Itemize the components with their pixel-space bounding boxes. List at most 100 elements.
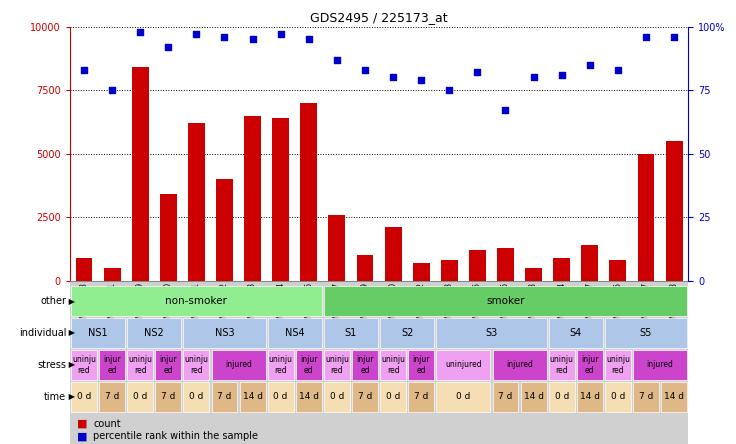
- Text: 14 d: 14 d: [580, 392, 600, 401]
- Point: [443, 87, 455, 94]
- Text: 0 d: 0 d: [77, 392, 91, 401]
- Bar: [324, 350, 350, 380]
- Text: NS1: NS1: [88, 328, 108, 338]
- Text: injur
ed: injur ed: [103, 355, 121, 375]
- Text: NS3: NS3: [215, 328, 234, 338]
- Bar: [441, 260, 458, 281]
- Point: [387, 74, 399, 81]
- Bar: [436, 318, 547, 348]
- Bar: [155, 382, 181, 412]
- Bar: [497, 248, 514, 281]
- Text: 0 d: 0 d: [554, 392, 569, 401]
- Text: injur
ed: injur ed: [356, 355, 374, 375]
- Bar: [381, 350, 406, 380]
- Text: injur
ed: injur ed: [300, 355, 317, 375]
- Bar: [99, 350, 125, 380]
- Bar: [408, 382, 434, 412]
- Text: S5: S5: [640, 328, 652, 338]
- Bar: [132, 67, 149, 281]
- Bar: [413, 263, 430, 281]
- Bar: [381, 318, 434, 348]
- Bar: [183, 382, 209, 412]
- Text: S2: S2: [401, 328, 414, 338]
- Text: uninju
red: uninju red: [72, 355, 96, 375]
- Bar: [605, 318, 687, 348]
- Bar: [553, 258, 570, 281]
- Bar: [211, 382, 238, 412]
- Bar: [661, 382, 687, 412]
- Text: 7 d: 7 d: [358, 392, 372, 401]
- Title: GDS2495 / 225173_at: GDS2495 / 225173_at: [311, 11, 447, 24]
- Bar: [71, 382, 97, 412]
- Text: 7 d: 7 d: [161, 392, 175, 401]
- Bar: [469, 250, 486, 281]
- Bar: [633, 350, 687, 380]
- Bar: [104, 268, 121, 281]
- Text: S1: S1: [344, 328, 357, 338]
- Bar: [70, 281, 688, 444]
- Bar: [408, 350, 434, 380]
- Bar: [385, 227, 402, 281]
- Text: injur
ed: injur ed: [581, 355, 598, 375]
- Point: [191, 31, 202, 38]
- Bar: [352, 382, 378, 412]
- Bar: [268, 318, 322, 348]
- Bar: [492, 350, 547, 380]
- Point: [556, 71, 567, 79]
- Bar: [381, 382, 406, 412]
- Point: [275, 31, 286, 38]
- Bar: [581, 245, 598, 281]
- Text: 14 d: 14 d: [299, 392, 319, 401]
- Bar: [244, 115, 261, 281]
- Bar: [188, 123, 205, 281]
- Text: ▶: ▶: [66, 329, 75, 337]
- Bar: [549, 350, 575, 380]
- Text: count: count: [93, 419, 121, 429]
- Text: uninju
red: uninju red: [185, 355, 208, 375]
- Bar: [71, 350, 97, 380]
- Text: 7 d: 7 d: [498, 392, 513, 401]
- Point: [668, 33, 680, 40]
- Text: injur
ed: injur ed: [160, 355, 177, 375]
- Bar: [324, 286, 687, 316]
- Bar: [605, 382, 631, 412]
- Point: [247, 36, 258, 43]
- Point: [219, 33, 230, 40]
- Bar: [665, 141, 682, 281]
- Text: 7 d: 7 d: [105, 392, 119, 401]
- Text: S4: S4: [570, 328, 582, 338]
- Point: [359, 66, 371, 73]
- Text: 0 d: 0 d: [330, 392, 344, 401]
- Bar: [71, 318, 125, 348]
- Bar: [155, 350, 181, 380]
- Point: [472, 69, 484, 76]
- Text: 7 d: 7 d: [414, 392, 428, 401]
- Bar: [328, 214, 345, 281]
- Text: 0 d: 0 d: [133, 392, 147, 401]
- Bar: [296, 382, 322, 412]
- Point: [106, 87, 118, 94]
- Text: uninju
red: uninju red: [269, 355, 293, 375]
- Text: injured: injured: [647, 361, 673, 369]
- Text: uninju
red: uninju red: [606, 355, 630, 375]
- Bar: [526, 268, 542, 281]
- Point: [78, 66, 90, 73]
- Text: uninjured: uninjured: [445, 361, 481, 369]
- Bar: [216, 179, 233, 281]
- Text: stress: stress: [38, 360, 66, 370]
- Text: 0 d: 0 d: [386, 392, 400, 401]
- Text: NS2: NS2: [144, 328, 164, 338]
- Text: ■: ■: [77, 419, 88, 429]
- Text: NS4: NS4: [285, 328, 305, 338]
- Point: [415, 76, 427, 83]
- Text: uninju
red: uninju red: [128, 355, 152, 375]
- Text: ▶: ▶: [66, 297, 75, 305]
- Text: uninju
red: uninju red: [550, 355, 573, 375]
- Text: other: other: [40, 296, 66, 306]
- Text: percentile rank within the sample: percentile rank within the sample: [93, 431, 258, 441]
- Bar: [211, 350, 266, 380]
- Text: 14 d: 14 d: [243, 392, 263, 401]
- Text: 14 d: 14 d: [523, 392, 544, 401]
- Bar: [71, 286, 322, 316]
- Text: 0 d: 0 d: [274, 392, 288, 401]
